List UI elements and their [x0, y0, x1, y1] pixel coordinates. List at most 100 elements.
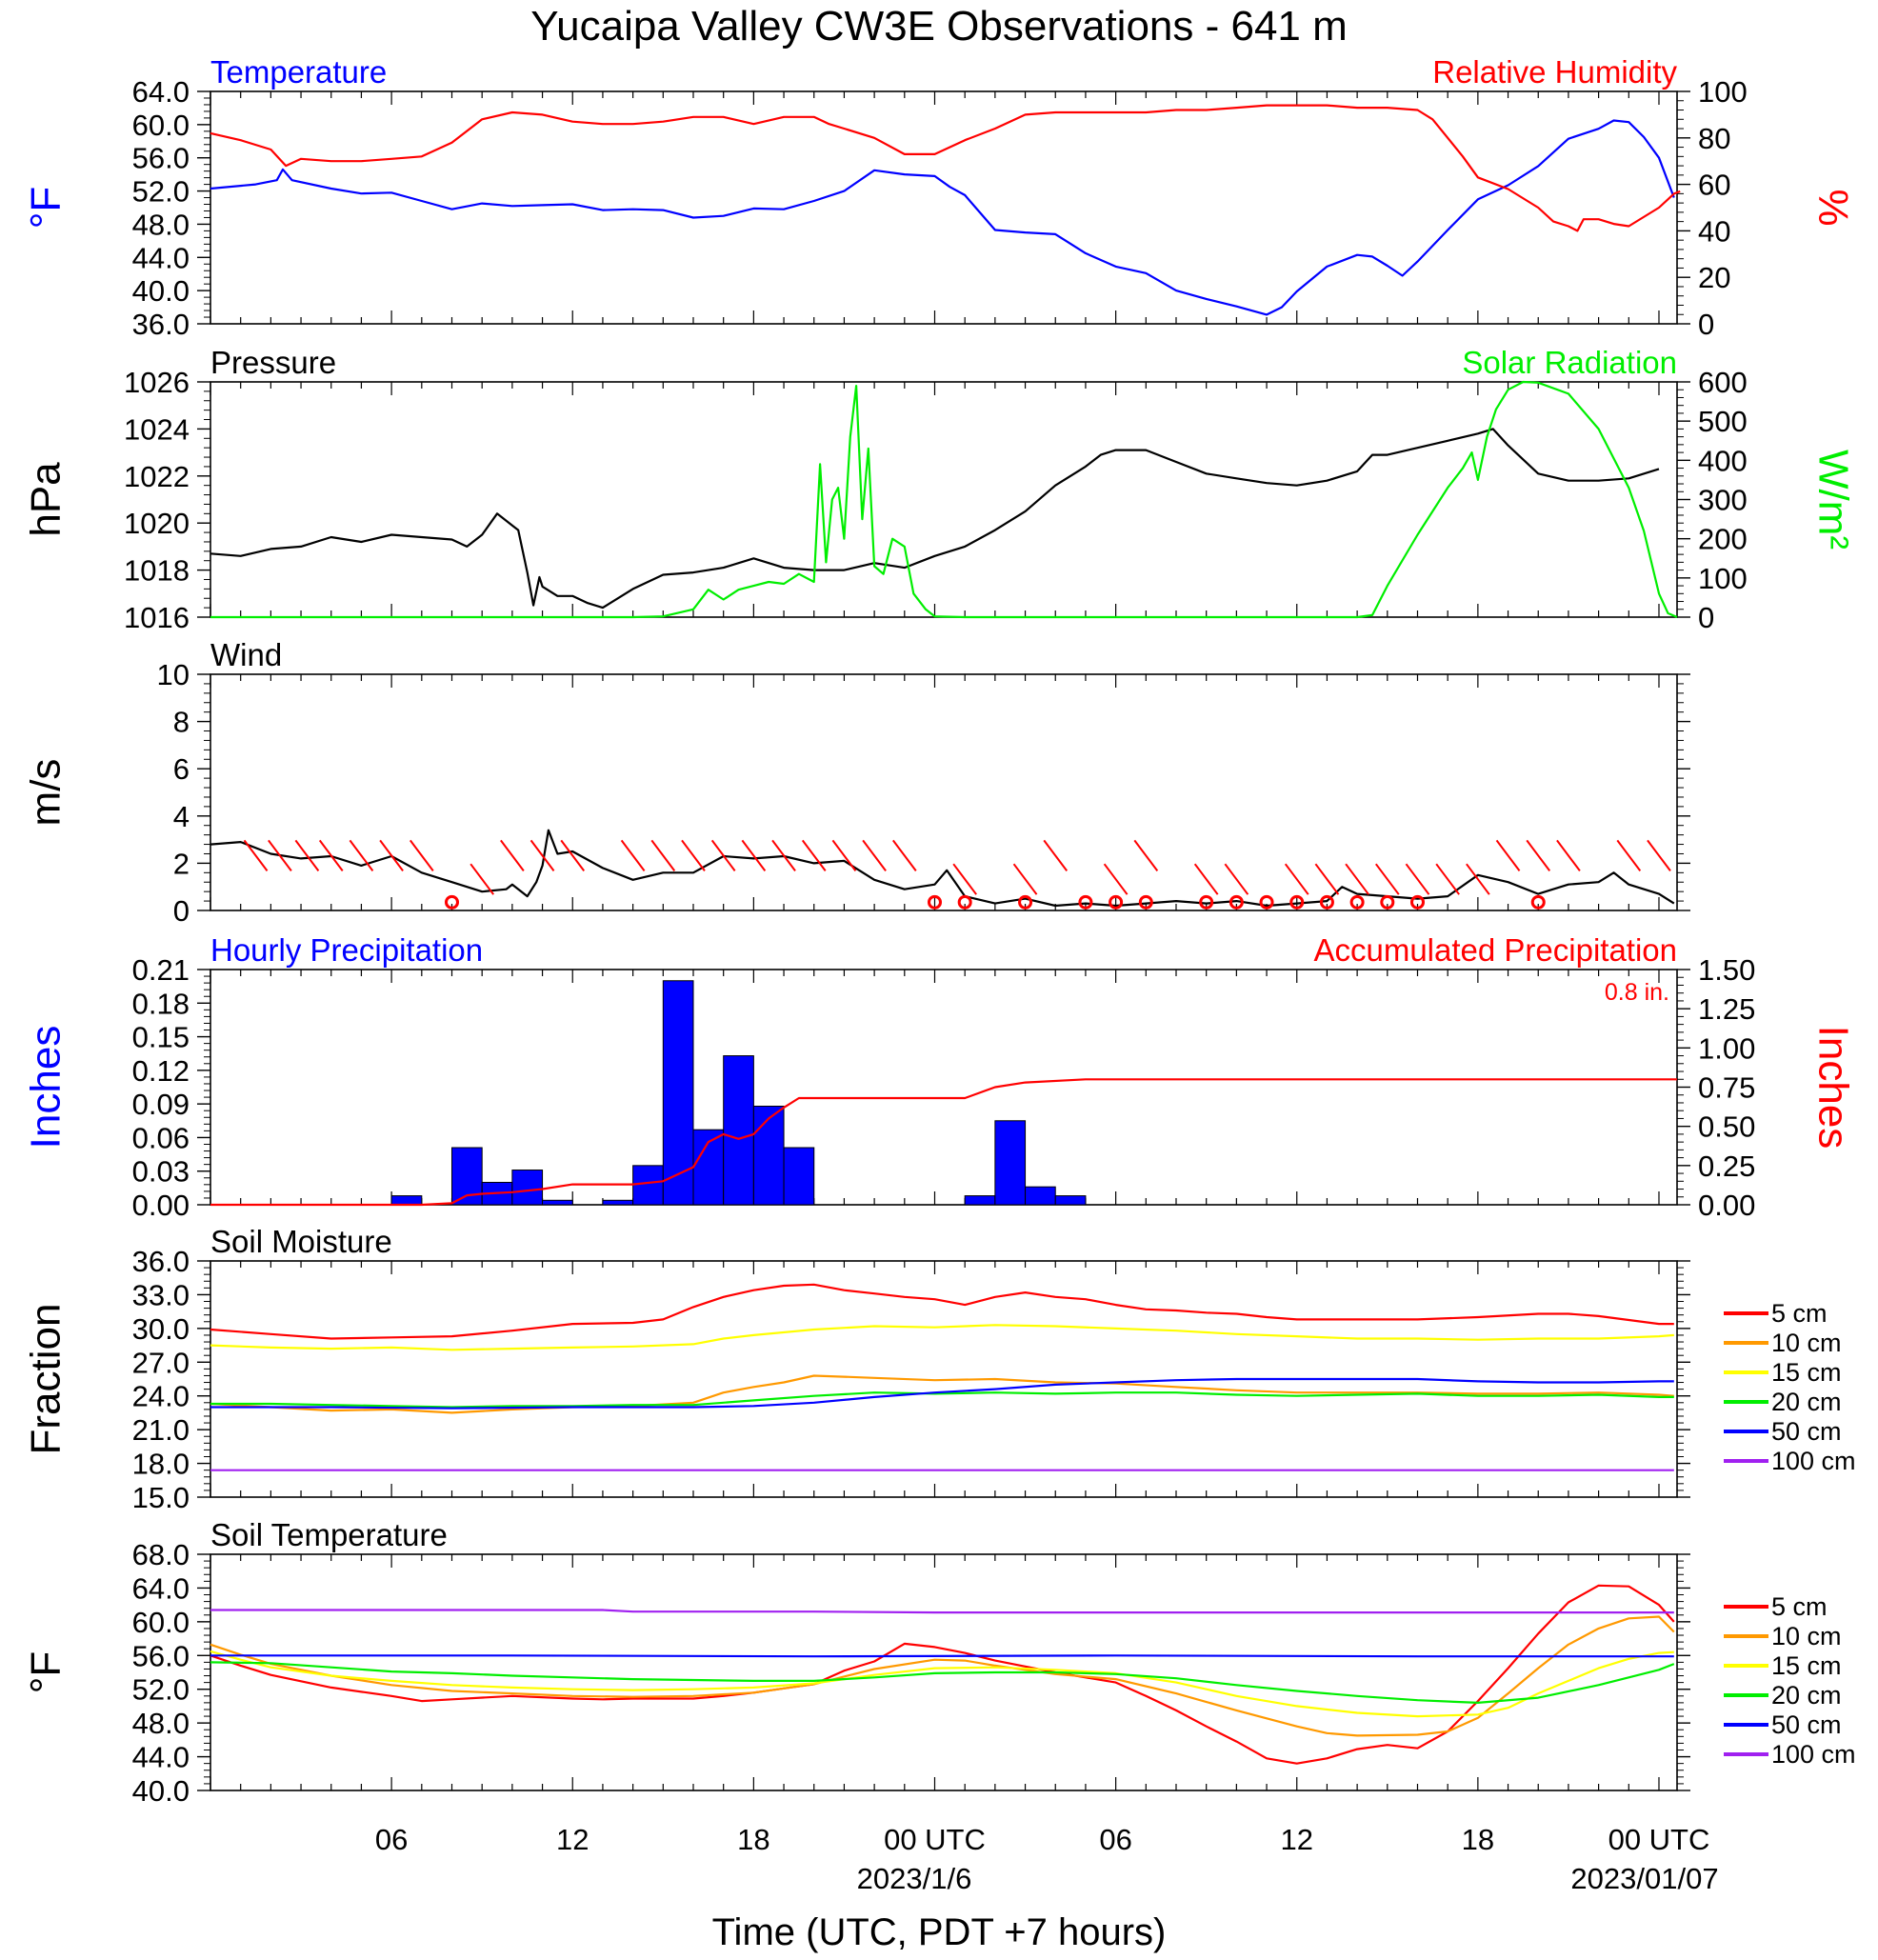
panel-title-left: Hourly Precipitation [210, 932, 483, 968]
panel-title-left: Temperature [210, 54, 387, 90]
y-tick-label-left: 0.09 [132, 1088, 190, 1121]
y-tick-label-left: 21.0 [132, 1413, 190, 1447]
precip-bar [752, 1105, 785, 1206]
panels-group: 64.060.056.052.048.044.040.036.010080604… [23, 54, 1857, 1808]
precip-bar [1025, 1186, 1056, 1206]
wind-barb [1314, 863, 1340, 895]
precip-bar [390, 1195, 423, 1206]
y-tick-label-left: 1024 [124, 412, 190, 446]
calm-wind-marker [1530, 894, 1546, 910]
calm-wind-marker [1138, 894, 1153, 910]
calm-wind-marker [1380, 894, 1395, 910]
x-tick-label: 06 [1099, 1823, 1131, 1856]
wind-barb [831, 839, 857, 872]
panel-wind: 10 8 6 4 2 0 m/s Wind [23, 637, 1690, 928]
wind-barb [349, 839, 374, 872]
y-tick-label-left: 0.21 [132, 953, 190, 987]
y-axis-label-left: °F [23, 1651, 70, 1693]
precip-bar [511, 1170, 544, 1206]
panel-title-left: Soil Temperature [210, 1517, 448, 1552]
series-line-soil_moist-0 [210, 1283, 1674, 1340]
y-tick-label-left: 68.0 [132, 1538, 190, 1571]
y-axis-label-left: Inches [23, 1026, 70, 1150]
x-tick-label: 18 [737, 1823, 769, 1856]
wind-barb [1647, 839, 1671, 872]
y-axis-label-left: Fraction [23, 1304, 70, 1455]
y-tick-label-left: 36.0 [132, 1245, 190, 1278]
plot-frame [210, 90, 1678, 325]
y-tick-label-right: 600 [1698, 366, 1748, 399]
wind-barb [1193, 863, 1219, 895]
y-tick-label-right: 60 [1698, 169, 1730, 202]
legend-label: 100 cm [1771, 1740, 1856, 1769]
y-tick-label-left: 18.0 [132, 1448, 190, 1481]
plot-frame [210, 1553, 1678, 1791]
y-tick-label-right: 0.50 [1698, 1110, 1755, 1144]
y-tick-label-right: 300 [1698, 484, 1748, 517]
y-tick-label-left: 60.0 [132, 109, 190, 142]
x-tick-label: 00 UTC [884, 1823, 986, 1856]
wind-barb [318, 839, 344, 872]
y-tick-label-left: 40.0 [132, 274, 190, 308]
y-tick-label-right: 1.00 [1698, 1031, 1755, 1065]
y-tick-label-left: 27.0 [132, 1346, 190, 1379]
calm-wind-marker [1289, 894, 1305, 910]
precip-bar [723, 1055, 754, 1206]
y-tick-label-left: 1020 [124, 507, 190, 540]
calm-wind-marker [444, 894, 459, 910]
y-tick-label-left: 48.0 [132, 208, 190, 241]
y-tick-label-left: 0.12 [132, 1054, 190, 1088]
wind-barb [892, 839, 917, 872]
y-tick-label-right: 1.50 [1698, 953, 1755, 987]
wind-barb [650, 839, 676, 872]
legend-label: 10 cm [1771, 1622, 1842, 1650]
y-axis-label-right: W/m² [1810, 450, 1857, 550]
y-tick-label-left: 44.0 [132, 1741, 190, 1774]
precip-bar [964, 1195, 996, 1206]
wind-barb [1103, 863, 1129, 895]
wind-barb [1556, 839, 1581, 872]
y-tick-label-left: 30.0 [132, 1312, 190, 1346]
y-tick-label-right: 1.25 [1698, 992, 1755, 1026]
series-line-soil_temp-2 [210, 1650, 1674, 1718]
panel-temp_rh: 64.060.056.052.048.044.040.036.0 100 80 60 4… [23, 54, 1857, 341]
wind-barb [470, 863, 494, 895]
plot-frame [210, 673, 1678, 911]
series-line-press_solar-1 [210, 380, 1678, 619]
panel-title-right: Relative Humidity [1432, 54, 1677, 90]
wind-barb [268, 839, 292, 872]
y-axis-label-right: Inches [1810, 1026, 1857, 1150]
y-tick-label-left: 33.0 [132, 1278, 190, 1311]
legend-label: 15 cm [1771, 1358, 1842, 1387]
y-tick-label-right: 100 [1698, 562, 1748, 595]
wind-barb [1495, 839, 1521, 872]
precip-total-label: 0.8 in. [1605, 979, 1669, 1006]
precip-bar [783, 1147, 815, 1206]
legend-label: 5 cm [1771, 1592, 1828, 1621]
wind-barb [294, 839, 320, 872]
legend-label: 50 cm [1771, 1710, 1842, 1739]
wind-barb [862, 839, 887, 872]
wind-barb [1133, 839, 1159, 872]
precip-bar [602, 1199, 634, 1206]
plot-frame [210, 1260, 1678, 1498]
wind-barb [410, 839, 434, 872]
y-tick-label-left: 0.00 [132, 1189, 190, 1222]
series-line-press_solar-0 [210, 428, 1660, 610]
y-tick-label-right: 20 [1698, 261, 1730, 294]
wind-barb [1284, 863, 1309, 895]
calm-wind-marker [1078, 894, 1093, 910]
series-line-soil_temp-0 [210, 1584, 1675, 1765]
calm-wind-marker [1259, 894, 1274, 910]
y-tick-label-left: 52.0 [132, 1673, 190, 1707]
y-tick-label-right: 0.00 [1698, 1189, 1755, 1222]
x-tick-label: 12 [1280, 1823, 1312, 1856]
panel-soil_temp: 68.064.060.056.052.048.044.040.0 °F Soil T… [23, 1517, 1856, 1808]
panel-title-right: Solar Radiation [1462, 345, 1677, 380]
x-tick-label: 00 UTC [1608, 1823, 1710, 1856]
y-tick-label-left: 56.0 [132, 142, 190, 175]
legend-label: 15 cm [1771, 1651, 1842, 1680]
panel-title-left: Soil Moisture [210, 1224, 392, 1259]
series-line-soil_moist-2 [210, 1324, 1674, 1351]
